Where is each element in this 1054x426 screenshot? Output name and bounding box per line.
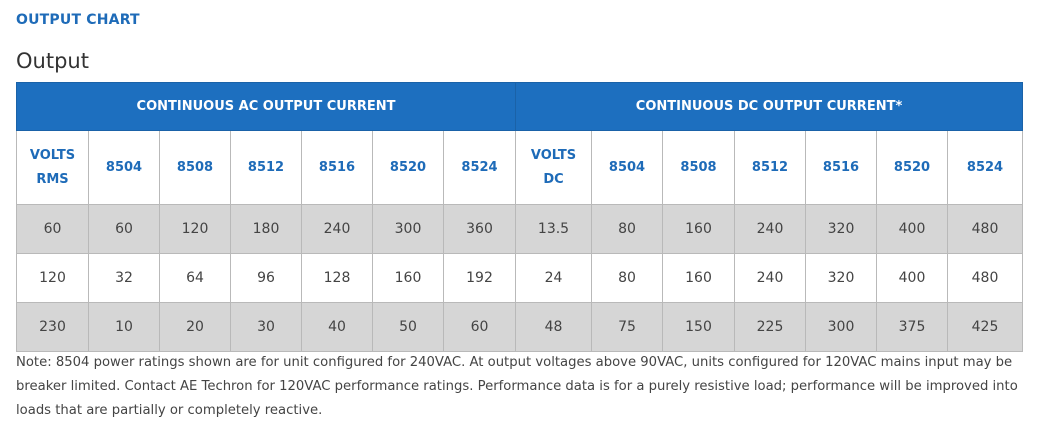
dc-value-cell: 240 — [734, 204, 807, 254]
dc-value-cell: 225 — [734, 302, 807, 352]
dc-group-header: CONTINUOUS DC OUTPUT CURRENT* — [515, 82, 1024, 131]
ac-value-cell: 180 — [230, 204, 302, 254]
group-header-row: CONTINUOUS AC OUTPUT CURRENT CONTINUOUS … — [15, 82, 1024, 131]
dc-value-cell: 75 — [591, 302, 664, 352]
dc-value-cell: 240 — [734, 253, 807, 303]
dc-value-cell: 320 — [805, 204, 878, 254]
footnote: Note: 8504 power ratings shown are for u… — [16, 355, 1018, 418]
dc-value-cell: 160 — [662, 253, 736, 303]
ac-model-header: 8508 — [159, 130, 231, 205]
dc-value-cell: 160 — [662, 204, 736, 254]
dc-volts-cell: 13.5 — [515, 204, 593, 254]
ac-group-header: CONTINUOUS AC OUTPUT CURRENT — [15, 82, 517, 131]
ac-volts-cell: 120 — [16, 253, 89, 303]
table-row: 120 32 64 96 128 160 192 24 80 160 240 3… — [16, 253, 1024, 303]
ac-volts-header-line1: VOLTS — [29, 147, 76, 163]
ac-value-cell: 50 — [372, 302, 444, 352]
ac-value-cell: 20 — [159, 302, 231, 352]
dc-model-header: 8524 — [947, 130, 1024, 205]
dc-volts-header: VOLTS DC — [515, 130, 593, 205]
ac-value-cell: 64 — [159, 253, 231, 303]
dc-value-cell: 400 — [876, 253, 949, 303]
dc-volts-header-line1: VOLTS — [530, 147, 577, 163]
dc-volts-header-line2: DC — [543, 171, 564, 187]
dc-volts-cell: 24 — [515, 253, 593, 303]
ac-value-cell: 360 — [442, 204, 517, 254]
ac-volts-cell: 230 — [16, 302, 89, 352]
dc-value-cell: 300 — [805, 302, 878, 352]
ac-value-cell: 128 — [301, 253, 373, 303]
dc-model-header: 8512 — [734, 130, 807, 205]
ac-value-cell: 30 — [230, 302, 302, 352]
table-row: 230 10 20 30 40 50 60 48 75 150 225 300 … — [16, 302, 1024, 352]
dc-model-header: 8520 — [876, 130, 949, 205]
output-table: CONTINUOUS AC OUTPUT CURRENT CONTINUOUS … — [15, 82, 1024, 352]
ac-value-cell: 60 — [88, 204, 160, 254]
dc-model-header: 8504 — [591, 130, 664, 205]
column-header-row: VOLTS RMS 8504 8508 8512 8516 8520 8524 … — [16, 130, 1024, 205]
ac-value-cell: 240 — [301, 204, 373, 254]
ac-value-cell: 300 — [372, 204, 444, 254]
dc-model-header: 8508 — [662, 130, 736, 205]
ac-value-cell: 160 — [372, 253, 444, 303]
ac-value-cell: 40 — [301, 302, 373, 352]
table-caption: Output — [16, 49, 89, 73]
ac-model-header: 8524 — [442, 130, 517, 205]
dc-value-cell: 150 — [662, 302, 736, 352]
ac-model-header: 8504 — [88, 130, 160, 205]
dc-value-cell: 425 — [947, 302, 1024, 352]
dc-value-cell: 80 — [591, 204, 664, 254]
ac-volts-header-line2: RMS — [36, 171, 69, 187]
ac-value-cell: 32 — [88, 253, 160, 303]
table-row: 60 60 120 180 240 300 360 13.5 80 160 24… — [16, 204, 1024, 254]
ac-value-cell: 10 — [88, 302, 160, 352]
ac-value-cell: 96 — [230, 253, 302, 303]
dc-value-cell: 480 — [947, 253, 1024, 303]
dc-value-cell: 320 — [805, 253, 878, 303]
ac-volts-cell: 60 — [16, 204, 89, 254]
ac-value-cell: 60 — [442, 302, 517, 352]
dc-value-cell: 80 — [591, 253, 664, 303]
ac-value-cell: 192 — [442, 253, 517, 303]
dc-value-cell: 480 — [947, 204, 1024, 254]
section-title: OUTPUT CHART — [16, 12, 140, 28]
ac-value-cell: 120 — [159, 204, 231, 254]
dc-model-header: 8516 — [805, 130, 878, 205]
dc-value-cell: 400 — [876, 204, 949, 254]
dc-volts-cell: 48 — [515, 302, 593, 352]
ac-model-header: 8520 — [372, 130, 444, 205]
ac-model-header: 8512 — [230, 130, 302, 205]
ac-volts-header: VOLTS RMS — [16, 130, 89, 205]
ac-model-header: 8516 — [301, 130, 373, 205]
dc-value-cell: 375 — [876, 302, 949, 352]
